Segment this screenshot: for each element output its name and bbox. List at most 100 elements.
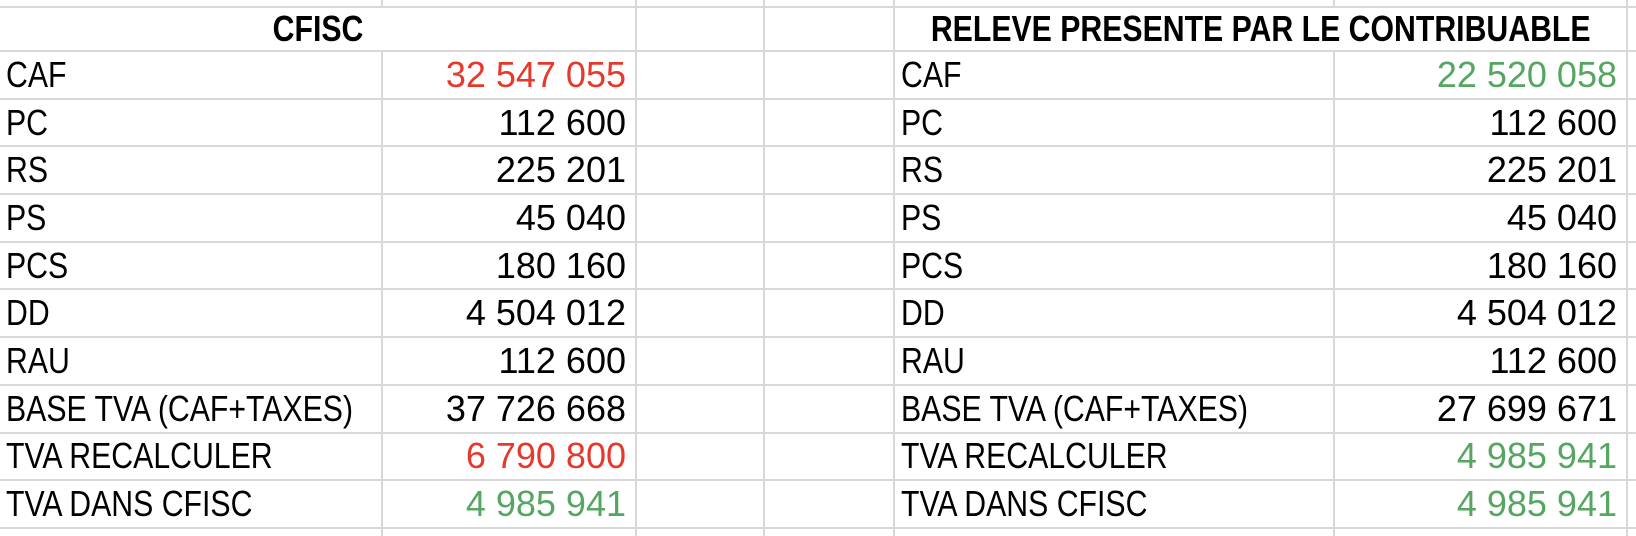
right-value-cell[interactable]: 180 160 <box>1335 242 1628 291</box>
left-label-cell[interactable]: PS <box>0 195 383 243</box>
cell-spacer[interactable] <box>637 385 765 434</box>
right-label-cell[interactable]: RAU <box>895 338 1335 386</box>
cell-top-sliver[interactable] <box>765 0 895 8</box>
left-label-cell[interactable]: PCS <box>0 242 383 291</box>
cell-spacer[interactable] <box>765 52 895 100</box>
left-value-cell[interactable]: 45 040 <box>383 195 637 243</box>
cell-spacer[interactable] <box>637 433 765 482</box>
cell-spacer[interactable] <box>637 52 765 100</box>
row-value: 225 201 <box>1486 149 1617 191</box>
cell-spacer[interactable] <box>765 385 895 434</box>
cell-spacer[interactable] <box>765 99 895 148</box>
cell-spacer[interactable] <box>637 481 765 529</box>
cell-edge[interactable] <box>1628 434 1636 482</box>
cell-spacer[interactable] <box>637 8 765 52</box>
left-label-cell[interactable]: TVA DANS CFISC <box>0 481 383 529</box>
cell-edge[interactable] <box>1628 386 1636 434</box>
right-label-cell[interactable]: DD <box>895 290 1335 339</box>
row-value: 37 726 668 <box>445 387 626 429</box>
cell-bottom-sliver[interactable] <box>1335 528 1628 536</box>
cell-edge[interactable] <box>1628 8 1636 52</box>
cell-spacer[interactable] <box>637 242 765 291</box>
row-value: 4 985 941 <box>1456 435 1617 477</box>
right-value-cell[interactable]: 112 600 <box>1335 338 1628 386</box>
cell-spacer[interactable] <box>765 433 895 482</box>
left-value-cell[interactable]: 6 790 800 <box>383 433 637 482</box>
row-value: 22 520 058 <box>1436 53 1617 95</box>
row-value: 27 699 671 <box>1436 387 1617 429</box>
right-value-cell[interactable]: 112 600 <box>1335 99 1628 148</box>
left-label-cell[interactable]: CAF <box>0 52 383 100</box>
right-label-cell[interactable]: PS <box>895 195 1335 243</box>
right-label-cell[interactable]: TVA RECALCULER <box>895 433 1335 482</box>
right-value-cell[interactable]: 45 040 <box>1335 195 1628 243</box>
left-value-cell[interactable]: 4 504 012 <box>383 290 637 339</box>
right-label-cell[interactable]: TVA DANS CFISC <box>895 481 1335 529</box>
row-label: PS <box>901 196 942 238</box>
cell-edge[interactable] <box>1628 195 1636 243</box>
cell-top-sliver[interactable] <box>0 0 383 8</box>
left-value-cell[interactable]: 180 160 <box>383 242 637 291</box>
cell-edge[interactable] <box>1628 52 1636 100</box>
cell-top-sliver[interactable] <box>1335 0 1628 8</box>
left-label-cell[interactable]: PC <box>0 99 383 148</box>
cell-bottom-sliver[interactable] <box>895 528 1335 536</box>
right-label-cell[interactable]: BASE TVA (CAF+TAXES) <box>895 385 1335 434</box>
left-label-cell[interactable]: RS <box>0 147 383 196</box>
left-label-cell[interactable]: RAU <box>0 338 383 386</box>
left-label-cell[interactable]: TVA RECALCULER <box>0 433 383 482</box>
right-value-cell[interactable]: 22 520 058 <box>1335 52 1628 100</box>
cell-top-sliver[interactable] <box>383 0 637 8</box>
cell-edge[interactable] <box>1628 100 1636 148</box>
row-label: PCS <box>901 244 964 286</box>
left-value-cell[interactable]: 112 600 <box>383 99 637 148</box>
cell-edge[interactable] <box>1628 243 1636 291</box>
right-value-cell[interactable]: 225 201 <box>1335 147 1628 196</box>
cell-bottom-sliver[interactable] <box>637 528 765 536</box>
right-label-cell[interactable]: CAF <box>895 52 1335 100</box>
cell-spacer[interactable] <box>765 147 895 196</box>
cell-top-sliver[interactable] <box>895 0 1335 8</box>
cell-top-sliver[interactable] <box>637 0 765 8</box>
cell-edge[interactable] <box>1628 338 1636 386</box>
left-table-title: CFISC <box>272 8 363 49</box>
cell-spacer[interactable] <box>637 338 765 386</box>
cell-spacer[interactable] <box>765 290 895 339</box>
right-label-cell[interactable]: PCS <box>895 242 1335 291</box>
cell-edge[interactable] <box>1628 147 1636 196</box>
left-label-cell[interactable]: DD <box>0 290 383 339</box>
left-label-cell[interactable]: BASE TVA (CAF+TAXES) <box>0 385 383 434</box>
cell-spacer[interactable] <box>765 195 895 243</box>
cell-spacer[interactable] <box>765 242 895 291</box>
left-value-cell[interactable]: 37 726 668 <box>383 385 637 434</box>
cell-edge[interactable] <box>1628 290 1636 339</box>
cell-spacer[interactable] <box>637 290 765 339</box>
row-value: 180 160 <box>1486 244 1617 286</box>
cell-spacer[interactable] <box>637 99 765 148</box>
right-value-cell[interactable]: 4 985 941 <box>1335 481 1628 529</box>
right-value-cell[interactable]: 4 985 941 <box>1335 433 1628 482</box>
cell-bottom-sliver[interactable] <box>1628 529 1636 536</box>
row-value: 4 504 012 <box>465 292 626 334</box>
row-label: PC <box>901 101 944 143</box>
left-value-cell[interactable]: 32 547 055 <box>383 52 637 100</box>
right-value-cell[interactable]: 27 699 671 <box>1335 385 1628 434</box>
cell-spacer[interactable] <box>765 481 895 529</box>
cell-spacer[interactable] <box>765 338 895 386</box>
right-label-cell[interactable]: RS <box>895 147 1335 196</box>
right-value-cell[interactable]: 4 504 012 <box>1335 290 1628 339</box>
cell-bottom-sliver[interactable] <box>765 528 895 536</box>
left-table-title-cell[interactable]: CFISC <box>0 8 637 52</box>
cell-top-sliver[interactable] <box>1628 0 1636 8</box>
cell-edge[interactable] <box>1628 481 1636 529</box>
cell-spacer[interactable] <box>637 195 765 243</box>
cell-spacer[interactable] <box>637 147 765 196</box>
cell-spacer[interactable] <box>765 8 895 52</box>
cell-bottom-sliver[interactable] <box>383 528 637 536</box>
right-table-title-cell[interactable]: RELEVE PRESENTE PAR LE CONTRIBUABLE <box>895 8 1628 52</box>
left-value-cell[interactable]: 4 985 941 <box>383 481 637 529</box>
left-value-cell[interactable]: 112 600 <box>383 338 637 386</box>
right-label-cell[interactable]: PC <box>895 99 1335 148</box>
left-value-cell[interactable]: 225 201 <box>383 147 637 196</box>
cell-bottom-sliver[interactable] <box>0 528 383 536</box>
